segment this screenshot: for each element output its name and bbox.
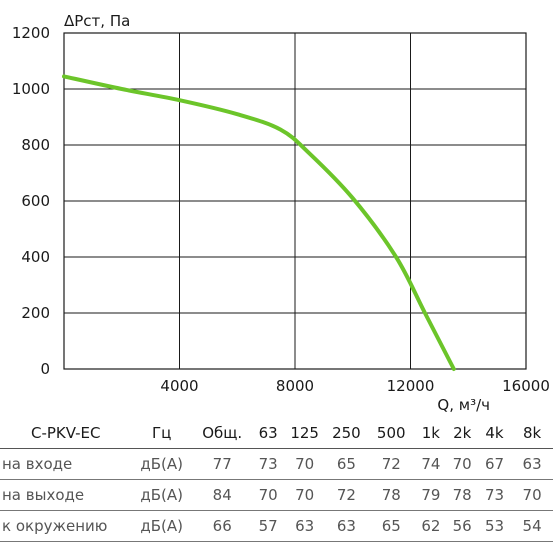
table-column-header: 125 xyxy=(283,418,326,449)
series-line xyxy=(62,74,456,371)
row-unit: дБ(А) xyxy=(140,486,184,504)
table-cell: 70 xyxy=(522,486,542,504)
y-axis-label: ΔPст, Па xyxy=(64,12,130,30)
table-cell: 70 xyxy=(295,486,315,504)
table-column-header: 8k xyxy=(511,418,553,449)
table-column-header: 4k xyxy=(477,418,512,449)
table-column-header: Гц xyxy=(131,418,192,449)
row-label: к окружению xyxy=(2,517,108,535)
table-column-header: 63 xyxy=(252,418,284,449)
table-cell: 63 xyxy=(336,517,356,535)
x-tick-label: 4000 xyxy=(160,377,198,395)
table-column-header: 2k xyxy=(446,418,478,449)
table-cell: 63 xyxy=(522,455,542,473)
row-unit: дБ(А) xyxy=(140,517,184,535)
x-tick-label: 8000 xyxy=(276,377,314,395)
y-tick-label: 1000 xyxy=(12,80,50,98)
table-cell: 57 xyxy=(258,517,278,535)
table-cell: 73 xyxy=(484,486,505,504)
chart-grid xyxy=(63,32,527,370)
table-cell: 84 xyxy=(212,486,232,504)
table-cell: 63 xyxy=(295,517,315,535)
pressure-flow-chart: 0 200 400 600 800 1000 1200 4000 8000 12000 16000… xyxy=(12,12,550,414)
table-cell: 67 xyxy=(484,455,505,473)
y-axis-tick-labels: 0 200 400 600 800 1000 1200 xyxy=(12,24,50,378)
y-tick-label: 600 xyxy=(21,192,50,210)
table-cell: 70 xyxy=(258,486,278,504)
table-row: на выходе дБ(А) 84 70 70 72 78 79 78 73 70 xyxy=(0,480,553,511)
x-axis-tick-labels: 4000 8000 12000 16000 xyxy=(160,377,549,395)
table-cell: 54 xyxy=(522,517,542,535)
table-header-row: C-PKV-EC Гц Общ. 63 125 250 500 1k 2k 4k 8k xyxy=(0,418,553,449)
table-cell: 53 xyxy=(484,517,505,535)
noise-level-table: C-PKV-EC Гц Общ. 63 125 250 500 1k 2k 4k 8k на вхо… xyxy=(0,418,553,542)
table-column-header: 500 xyxy=(367,418,416,449)
table-cell: 66 xyxy=(212,517,232,535)
row-unit: дБ(А) xyxy=(140,455,184,473)
y-tick-label: 200 xyxy=(21,304,50,322)
table-column-header: 1k xyxy=(415,418,447,449)
table-cell: 78 xyxy=(381,486,401,504)
y-tick-label: 1200 xyxy=(12,24,50,42)
x-tick-label: 16000 xyxy=(502,377,550,395)
y-tick-label: 800 xyxy=(21,136,50,154)
x-tick-label: 12000 xyxy=(387,377,435,395)
table-cell: 56 xyxy=(452,517,472,535)
row-label: на входе xyxy=(2,455,73,473)
table-cell: 79 xyxy=(421,486,441,504)
table-cell: 73 xyxy=(258,455,278,473)
x-axis-label: Q, м³/ч xyxy=(437,396,490,414)
table-cell: 62 xyxy=(421,517,441,535)
y-tick-label: 400 xyxy=(21,248,50,266)
table-row: к окружению дБ(А) 66 57 63 63 65 62 56 53 54 xyxy=(0,511,553,542)
table-column-header: 250 xyxy=(325,418,368,449)
row-label: на выходе xyxy=(2,486,85,504)
table-cell: 70 xyxy=(452,455,472,473)
table-cell: 72 xyxy=(336,486,356,504)
table-cell: 78 xyxy=(452,486,472,504)
y-tick-label: 0 xyxy=(40,360,50,378)
table-column-header: Общ. xyxy=(191,418,253,449)
table-cell: 70 xyxy=(295,455,315,473)
table-model-header: C-PKV-EC xyxy=(0,418,132,449)
table-cell: 65 xyxy=(381,517,401,535)
table-cell: 77 xyxy=(212,455,232,473)
table-row: на входе дБ(А) 77 73 70 65 72 74 70 67 63 xyxy=(0,449,553,480)
table-cell: 74 xyxy=(421,455,441,473)
table-cell: 72 xyxy=(381,455,401,473)
table-body: на входе дБ(А) 77 73 70 65 72 74 70 67 63 на выходе… xyxy=(0,449,553,542)
table-cell: 65 xyxy=(336,455,356,473)
